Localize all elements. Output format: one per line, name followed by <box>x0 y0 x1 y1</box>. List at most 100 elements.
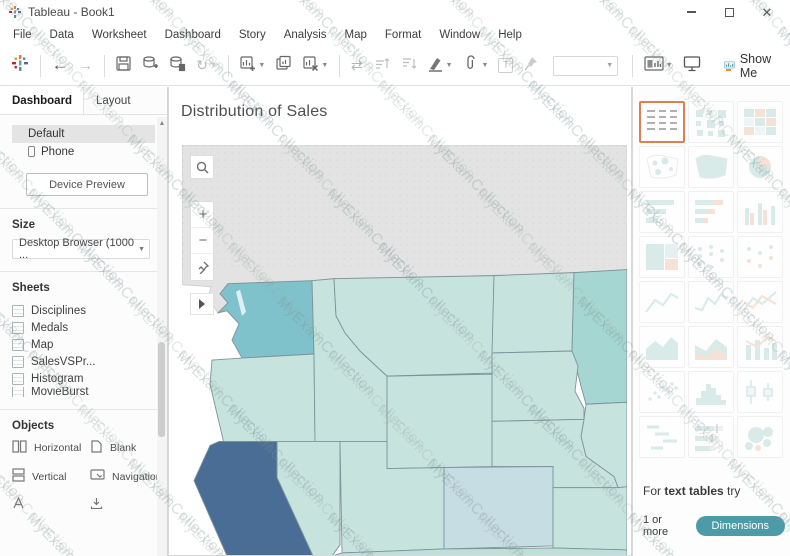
object-item-text-icon[interactable] <box>12 496 90 512</box>
device-preview-button[interactable]: Device Preview <box>26 173 148 196</box>
map-search-button[interactable] <box>190 155 214 179</box>
map-view[interactable]: + − <box>182 145 631 555</box>
show-me-area-continuous[interactable] <box>639 326 685 368</box>
presentation-mode-button[interactable] <box>679 51 705 81</box>
menu-analysis[interactable]: Analysis <box>283 29 327 41</box>
sheets-list: Disciplines Medals Map SalesVSPr... Histogra… <box>12 302 155 397</box>
show-me-histogram[interactable] <box>688 371 734 413</box>
show-me-treemap[interactable] <box>639 236 685 278</box>
show-me-dual-lines[interactable] <box>737 281 783 323</box>
close-button[interactable]: ✕ <box>760 5 774 19</box>
show-me-lines-discrete[interactable] <box>688 281 734 323</box>
highlight-button[interactable]: ▼ <box>423 51 457 81</box>
show-me-icon <box>724 60 735 71</box>
show-me-bullet-graph[interactable] <box>688 416 734 458</box>
view-combobox[interactable]: ▼ <box>553 55 619 76</box>
zoom-out-button[interactable]: − <box>191 228 213 254</box>
pause-auto-updates-button[interactable] <box>165 51 190 81</box>
fit-selector-button[interactable]: ▼ <box>640 51 677 81</box>
show-me-text-table[interactable] <box>639 101 685 143</box>
sheet-item-movieburst[interactable]: MovieBurst <box>12 387 155 397</box>
show-me-heat-map[interactable] <box>688 101 734 143</box>
toolbar-separator <box>632 54 633 77</box>
menu-help[interactable]: Help <box>498 29 522 41</box>
save-button[interactable] <box>111 51 136 81</box>
tab-dashboard[interactable]: Dashboard <box>0 87 83 114</box>
sheet-item-disciplines[interactable]: Disciplines <box>12 302 155 319</box>
sales-map[interactable] <box>182 145 627 556</box>
show-me-side-by-side-bars[interactable] <box>737 191 783 233</box>
scrollbar-thumb[interactable] <box>158 342 165 437</box>
chevron-down-icon: ▼ <box>321 62 329 69</box>
show-me-horizontal-bars[interactable] <box>639 191 685 233</box>
show-me-circle-views[interactable] <box>688 236 734 278</box>
menu-format[interactable]: Format <box>384 29 422 41</box>
close-icon: ✕ <box>761 4 773 20</box>
show-me-area-discrete[interactable] <box>688 326 734 368</box>
dimensions-badge: Dimensions <box>695 516 785 536</box>
show-me-box-plot[interactable] <box>737 371 783 413</box>
show-me-pie-chart[interactable] <box>737 146 783 188</box>
sheet-item-salesvspr-[interactable]: SalesVSPr... <box>12 353 155 370</box>
tab-layout[interactable]: Layout <box>83 87 167 114</box>
minimize-button[interactable] <box>684 5 698 19</box>
sheet-item-histogram[interactable]: Histogram <box>12 370 155 387</box>
zoom-in-button[interactable]: + <box>191 202 213 228</box>
show-me-packed-bubbles[interactable] <box>737 416 783 458</box>
size-dropdown[interactable]: Desktop Browser (1000 ... ▼ <box>12 237 150 261</box>
sheet-label: SalesVSPr... <box>31 355 96 368</box>
menu-story[interactable]: Story <box>238 29 266 41</box>
menu-window[interactable]: Window <box>439 29 481 41</box>
menu-file[interactable]: File <box>13 29 32 41</box>
show-me-scatter-plot[interactable] <box>639 371 685 413</box>
duplicate-sheet-button[interactable] <box>271 51 296 81</box>
show-me-lines-continuous[interactable] <box>639 281 685 323</box>
sheet-item-medals[interactable]: Medals <box>12 319 155 336</box>
map-expand-button[interactable] <box>190 293 214 315</box>
show-me-dual-combination[interactable] <box>737 326 783 368</box>
sheet-label: MovieBurst <box>31 387 89 397</box>
object-item-download-icon[interactable] <box>90 497 162 512</box>
run-auto-updates-icon: ↻ <box>196 56 208 73</box>
show-me-highlight-table[interactable] <box>737 101 783 143</box>
restore-button[interactable] <box>722 5 736 19</box>
add-data-source-button[interactable] <box>138 51 163 81</box>
sort-ascending-button[interactable] <box>369 51 394 81</box>
show-me-filled-map[interactable] <box>688 146 734 188</box>
undo-icon: ← <box>51 55 69 74</box>
show-me-button[interactable]: Show Me <box>716 48 784 84</box>
show-me-side-by-side-circles[interactable] <box>737 236 783 278</box>
left-panel-scrollbar[interactable]: ▲ <box>157 117 167 556</box>
navigation-icon <box>90 468 105 485</box>
sheet-item-map[interactable]: Map <box>12 336 155 353</box>
redo-button[interactable]: → <box>75 53 97 79</box>
device-item-phone[interactable]: Phone <box>12 143 155 161</box>
show-me-stacked-bars[interactable] <box>688 191 734 233</box>
tableau-logo-button[interactable] <box>7 50 33 81</box>
run-auto-updates-button[interactable]: ↻ ▼ <box>192 53 221 79</box>
show-me-gantt[interactable] <box>639 416 685 458</box>
requirement-text: 1 or more <box>643 514 669 538</box>
menu-data[interactable]: Data <box>49 29 74 41</box>
sort-descending-button[interactable] <box>396 51 421 81</box>
menu-map[interactable]: Map <box>344 29 367 41</box>
size-header: Size <box>12 219 36 231</box>
object-item-horizontal[interactable]: Horizontal <box>12 440 90 456</box>
undo-button[interactable]: ← <box>48 52 73 79</box>
zoom-home-button[interactable] <box>191 254 213 280</box>
clear-sheet-button[interactable]: ▼ <box>298 51 332 81</box>
object-item-vertical[interactable]: Vertical <box>12 468 90 485</box>
menu-dashboard[interactable]: Dashboard <box>164 29 221 41</box>
menu-worksheet[interactable]: Worksheet <box>91 29 147 41</box>
new-worksheet-button[interactable]: ▼ <box>235 51 269 81</box>
group-members-button[interactable]: ▼ <box>459 51 493 81</box>
object-item-navigation[interactable]: Navigation <box>90 468 162 485</box>
minus-icon: − <box>198 232 208 249</box>
object-item-blank[interactable]: Blank <box>90 440 162 456</box>
fix-axes-button[interactable] <box>519 51 544 81</box>
show-mark-labels-button[interactable]: T <box>494 54 517 77</box>
download-icon <box>90 497 103 512</box>
show-me-symbol-map[interactable] <box>639 146 685 188</box>
swap-button[interactable]: ⇄ <box>347 53 367 79</box>
device-item-default[interactable]: Default <box>12 125 155 143</box>
